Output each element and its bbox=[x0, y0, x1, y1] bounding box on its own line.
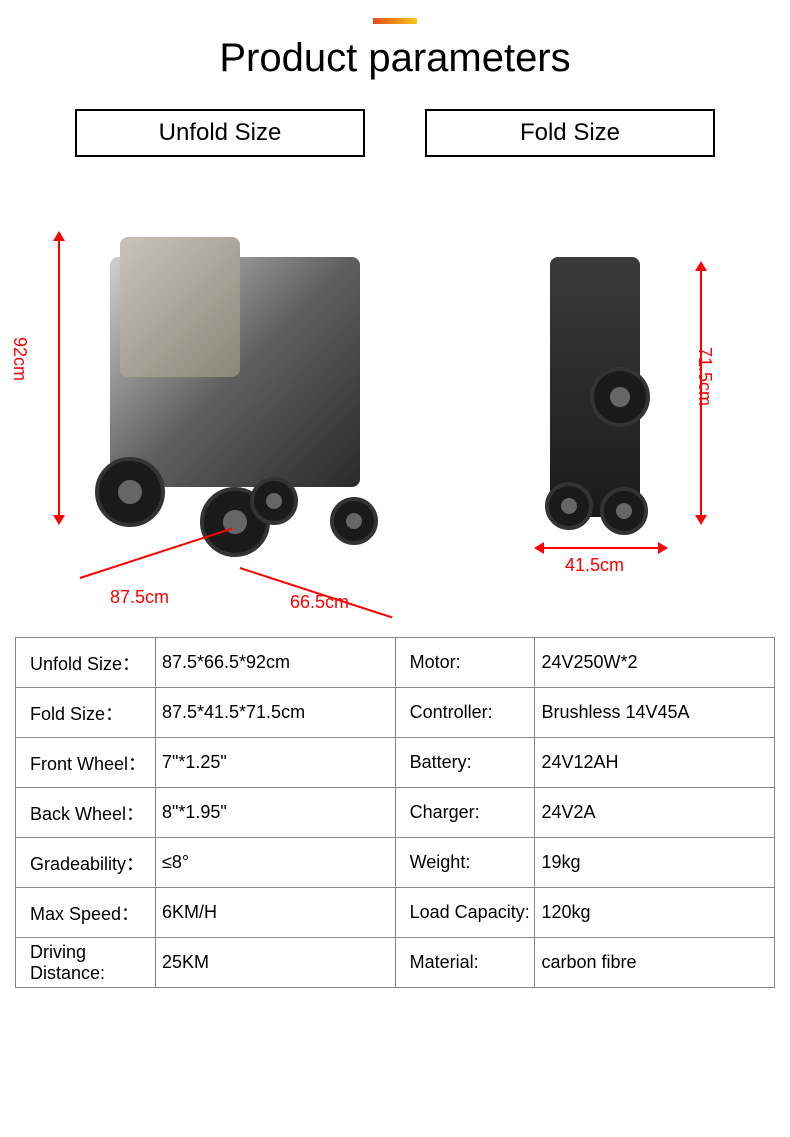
table-row: Unfold Size： 87.5*66.5*92cm Motor: 24V25… bbox=[16, 638, 775, 688]
table-row: Back Wheel： 8"*1.95" Charger: 24V2A bbox=[16, 788, 775, 838]
spec-label: Load Capacity: bbox=[395, 888, 535, 938]
dim-line-depth bbox=[80, 528, 233, 579]
dim-line-fold-width bbox=[540, 547, 660, 549]
dim-arrow-fold-down bbox=[695, 515, 707, 525]
fold-wheel-top bbox=[590, 367, 650, 427]
table-row: Max Speed： 6KM/H Load Capacity: 120kg bbox=[16, 888, 775, 938]
spec-label: Material: bbox=[395, 938, 535, 988]
spec-label: Front Wheel： bbox=[16, 738, 156, 788]
spec-value: 7"*1.25" bbox=[155, 738, 395, 788]
spec-value: Brushless 14V45A bbox=[535, 688, 775, 738]
dim-label-width: 66.5cm bbox=[290, 592, 349, 613]
spec-value: 24V2A bbox=[535, 788, 775, 838]
product-unfold-back bbox=[120, 237, 240, 377]
dim-label-fold-height: 71.5cm bbox=[694, 347, 715, 406]
tabs-row: Unfold Size Fold Size bbox=[0, 109, 790, 157]
spec-value: 24V12AH bbox=[535, 738, 775, 788]
spec-value: 120kg bbox=[535, 888, 775, 938]
dim-arrow-down bbox=[53, 515, 65, 525]
spec-label: Max Speed： bbox=[16, 888, 156, 938]
spec-label: Charger: bbox=[395, 788, 535, 838]
dim-line-height bbox=[58, 237, 60, 517]
spec-label: Unfold Size： bbox=[16, 638, 156, 688]
spec-value: carbon fibre bbox=[535, 938, 775, 988]
spec-label: Driving Distance: bbox=[16, 938, 156, 988]
dim-arrow-fold-left bbox=[534, 542, 544, 554]
spec-value: 24V250W*2 bbox=[535, 638, 775, 688]
spec-label: Gradeability： bbox=[16, 838, 156, 888]
spec-table: Unfold Size： 87.5*66.5*92cm Motor: 24V25… bbox=[15, 637, 775, 988]
accent-bar bbox=[373, 18, 417, 24]
dim-label-height: 92cm bbox=[9, 337, 30, 381]
fold-wheel-bottom2 bbox=[600, 487, 648, 535]
spec-value: 87.5*41.5*71.5cm bbox=[155, 688, 395, 738]
dim-arrow-fold-up bbox=[695, 261, 707, 271]
dim-label-depth: 87.5cm bbox=[110, 587, 169, 608]
wheel-back-left bbox=[95, 457, 165, 527]
spec-label: Battery: bbox=[395, 738, 535, 788]
spec-table-body: Unfold Size： 87.5*66.5*92cm Motor: 24V25… bbox=[16, 638, 775, 988]
wheel-front-left bbox=[250, 477, 298, 525]
dim-arrow-up bbox=[53, 231, 65, 241]
spec-value: 6KM/H bbox=[155, 888, 395, 938]
spec-value: 25KM bbox=[155, 938, 395, 988]
wheel-front-right bbox=[330, 497, 378, 545]
spec-value: 8"*1.95" bbox=[155, 788, 395, 838]
spec-value: ≤8° bbox=[155, 838, 395, 888]
spec-label: Controller: bbox=[395, 688, 535, 738]
spec-label: Motor: bbox=[395, 638, 535, 688]
fold-wheel-bottom bbox=[545, 482, 593, 530]
dim-arrow-fold-right bbox=[658, 542, 668, 554]
spec-label: Back Wheel： bbox=[16, 788, 156, 838]
spec-value: 87.5*66.5*92cm bbox=[155, 638, 395, 688]
spec-label: Fold Size： bbox=[16, 688, 156, 738]
diagram-fold: 71.5cm 41.5cm bbox=[440, 197, 790, 617]
diagram-unfold: 92cm 87.5cm 66.5cm bbox=[0, 197, 440, 617]
spec-value: 19kg bbox=[535, 838, 775, 888]
table-row: Fold Size： 87.5*41.5*71.5cm Controller: … bbox=[16, 688, 775, 738]
diagrams-area: 92cm 87.5cm 66.5cm 71.5cm 41.5cm bbox=[0, 197, 790, 617]
table-row: Driving Distance: 25KM Material: carbon … bbox=[16, 938, 775, 988]
tab-unfold: Unfold Size bbox=[75, 109, 365, 157]
table-row: Gradeability： ≤8° Weight: 19kg bbox=[16, 838, 775, 888]
spec-label: Weight: bbox=[395, 838, 535, 888]
dim-label-fold-width: 41.5cm bbox=[565, 555, 624, 576]
tab-fold: Fold Size bbox=[425, 109, 715, 157]
page-title: Product parameters bbox=[0, 36, 790, 81]
table-row: Front Wheel： 7"*1.25" Battery: 24V12AH bbox=[16, 738, 775, 788]
